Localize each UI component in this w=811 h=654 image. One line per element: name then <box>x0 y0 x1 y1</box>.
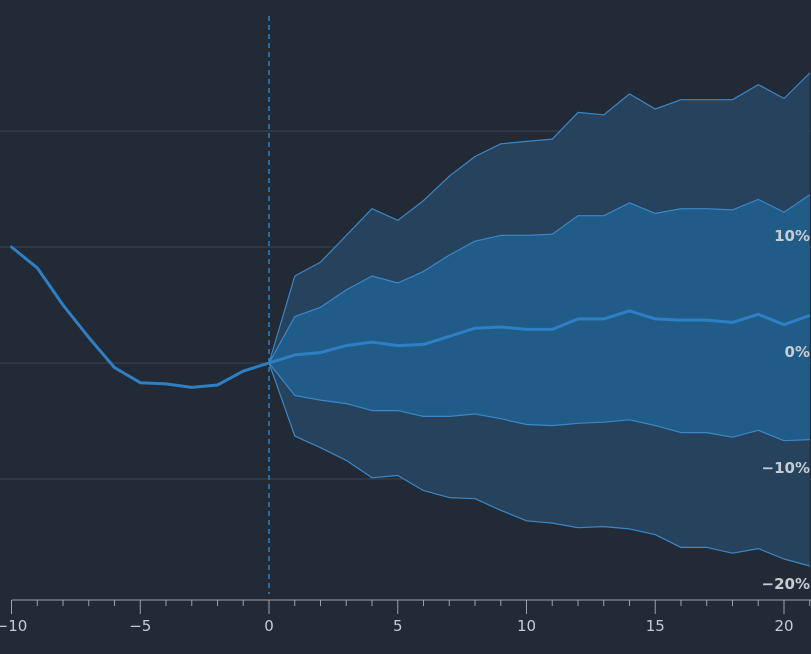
x-tick-label: 15 <box>646 617 665 635</box>
outer-lower-edge <box>268 362 810 567</box>
x-tick-label: 0 <box>264 617 274 635</box>
inner-band <box>269 194 810 441</box>
y-axis-labels: −20% −10% 0% 10% <box>762 227 810 593</box>
inner-upper-edge <box>268 194 811 364</box>
median-line <box>268 309 811 365</box>
x-tick-label: −5 <box>129 617 151 635</box>
y-tick-label: −20% <box>762 575 810 593</box>
x-tick-label: −10 <box>0 617 27 635</box>
history-line <box>10 245 271 389</box>
inner-lower-edge <box>268 362 810 442</box>
series-lines <box>10 245 811 389</box>
forecast-bands <box>268 72 811 567</box>
x-tick-label: 20 <box>774 617 793 635</box>
x-tick-label: 5 <box>393 617 403 635</box>
x-axis: −10 −5 0 5 10 15 20 <box>0 599 811 635</box>
x-tick-label: 10 <box>517 617 536 635</box>
outer-upper-edge <box>268 72 811 364</box>
y-tick-label: 10% <box>774 227 810 245</box>
y-tick-label: 0% <box>785 343 810 361</box>
y-tick-label: −10% <box>762 459 810 477</box>
